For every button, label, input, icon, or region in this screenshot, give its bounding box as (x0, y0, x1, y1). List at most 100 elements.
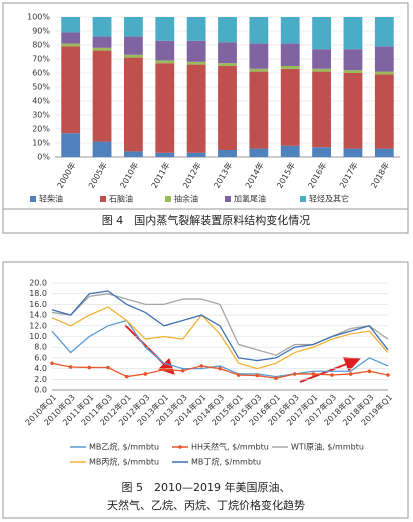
bar-segment (186, 64, 206, 153)
point (274, 376, 278, 381)
point (180, 368, 185, 373)
y-tick-label: 18.0 (29, 289, 47, 298)
bar-segment (61, 133, 81, 157)
point (386, 373, 390, 377)
x-tick-label: 2016年 (306, 160, 329, 190)
x-tick-label: 2017年 (337, 160, 360, 190)
y-tick-label: 20% (32, 125, 50, 134)
y-tick-label: 20.0 (29, 279, 47, 288)
point (199, 364, 204, 368)
bar-segment (218, 63, 237, 66)
bar-segment (374, 46, 394, 72)
bar-segment (61, 17, 81, 33)
bar-segment (124, 17, 143, 37)
legend-label: HH天然气, $/mmbtu (191, 442, 269, 452)
bar-segment (186, 40, 206, 62)
bar-segment (312, 49, 331, 69)
bar-segment (343, 73, 363, 149)
bar-segment (186, 61, 206, 65)
y-tick-label: 14.0 (29, 311, 47, 320)
bar-segment (374, 74, 394, 149)
legend-swatch (225, 196, 231, 202)
bar-segment (312, 17, 331, 50)
legend-label: WTI原油, $/mmbtu (291, 442, 364, 452)
y-tick-label: 50% (32, 83, 50, 92)
bar-segment (155, 17, 175, 41)
legend-label: 抽余油 (174, 194, 198, 204)
bar-segment (374, 71, 394, 75)
bar-segment (312, 68, 331, 72)
point (236, 373, 241, 377)
bar-segment (218, 42, 237, 64)
line (51, 319, 389, 378)
legend-swatch (100, 196, 106, 202)
y-tick-label: 40% (32, 97, 50, 106)
bar-segment (61, 32, 81, 44)
legend-label: 石脑油 (109, 194, 133, 204)
x-tick-label: 2012年 (180, 160, 203, 190)
y-tick-label: 0.0 (34, 386, 47, 395)
bar-segment (124, 36, 143, 55)
line (51, 290, 389, 362)
bar-segment (61, 43, 81, 47)
x-tick-label: 2013年 (212, 160, 235, 190)
legend-label: 加氢尾油 (234, 194, 266, 204)
bar-segment (280, 68, 300, 146)
bar-segment (92, 17, 112, 37)
bar-segment (92, 47, 112, 51)
bar-segment (186, 152, 206, 157)
point (218, 366, 222, 371)
bar-segment (280, 17, 300, 44)
legend-swatch (30, 196, 36, 202)
x-tick-label: 2018年 (368, 160, 391, 190)
legend-swatch (165, 196, 171, 202)
frame (2, 261, 409, 519)
bar-segment (249, 68, 269, 72)
x-tick-label: 2000年 (55, 160, 78, 190)
bar-segment (280, 145, 300, 157)
y-tick-label: 30% (32, 111, 50, 120)
legend-label: MB乙烷, $/mmbtu (89, 442, 159, 452)
legend-label: MB丙烷, $/mmbtu (89, 457, 159, 467)
bar-segment (280, 43, 300, 66)
point (255, 373, 260, 378)
arrow (124, 324, 175, 375)
x-tick-label: 2011年 (149, 160, 172, 190)
point (124, 374, 129, 379)
legend-label: 轻柴油 (39, 194, 63, 204)
bar-segment (218, 17, 237, 43)
legend-label: 轻烃及其它 (309, 194, 349, 204)
bar-segment (124, 54, 143, 58)
bar-segment (343, 70, 363, 73)
bar-segment (155, 60, 175, 64)
bar-segment (124, 57, 143, 152)
bar-segment (92, 50, 112, 142)
y-tick-label: 6.0 (34, 353, 47, 362)
bar-segment (61, 46, 81, 134)
point (330, 373, 334, 377)
legend-marker (178, 445, 182, 449)
bar-segment (155, 152, 175, 157)
point (348, 372, 353, 376)
bar-segment (249, 148, 269, 157)
bar-segment (280, 66, 300, 69)
bar-segment (312, 71, 331, 148)
y-tick-label: 16.0 (29, 300, 47, 309)
y-tick-label: 100% (27, 13, 50, 22)
bar-segment (249, 71, 269, 149)
bar-segment (92, 36, 112, 48)
frame (2, 2, 409, 234)
y-tick-label: 2.0 (34, 375, 47, 384)
legend-label: MB丁烷, $/mmbtu (191, 457, 261, 467)
bar-segment (312, 147, 331, 157)
line (51, 293, 389, 356)
bar-segment (218, 66, 237, 150)
bar-segment (186, 17, 206, 41)
point (162, 367, 166, 372)
bar-segment (92, 141, 112, 157)
point (143, 372, 148, 376)
point (68, 365, 73, 369)
bar-segment (343, 49, 363, 71)
y-tick-label: 90% (32, 27, 50, 36)
